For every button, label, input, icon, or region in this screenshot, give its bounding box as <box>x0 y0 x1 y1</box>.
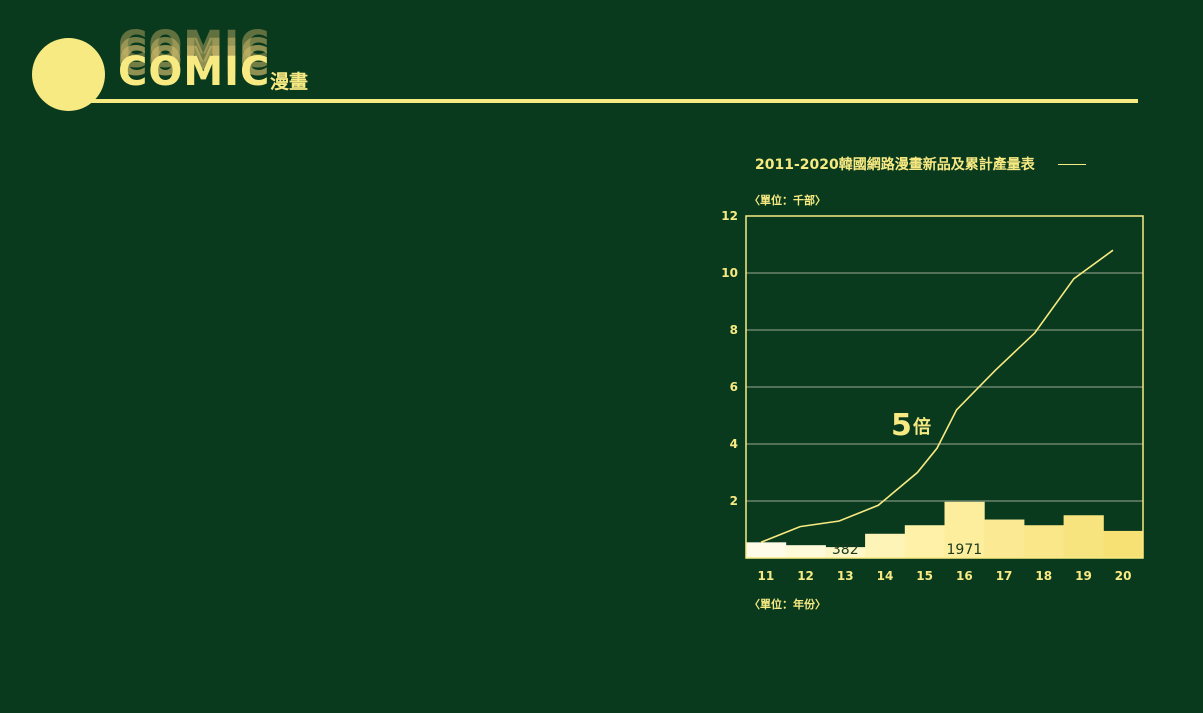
x-tick-label-20: 20 <box>1115 569 1132 583</box>
bar-label-16: 1971 <box>947 542 983 558</box>
x-tick-label-16: 16 <box>956 569 973 583</box>
x-tick-label-13: 13 <box>837 569 854 583</box>
x-tick-label-15: 15 <box>916 569 933 583</box>
bar-13 <box>825 547 866 558</box>
y-tick-label-8: 8 <box>730 323 738 337</box>
bar-15 <box>904 525 945 558</box>
plot-frame <box>745 215 1144 559</box>
y-tick-label-12: 12 <box>721 209 738 223</box>
bar-17 <box>984 519 1025 558</box>
x-tick-label-19: 19 <box>1075 569 1092 583</box>
bar-20 <box>1103 530 1144 558</box>
annotation-unit: 倍 <box>913 416 931 438</box>
x-tick-label-12: 12 <box>797 569 814 583</box>
y-unit-label: 〈單位：千部〉 <box>749 194 826 207</box>
bar-12 <box>785 545 826 558</box>
logo-text: COMIC <box>118 49 271 95</box>
bar-18 <box>1023 525 1065 558</box>
y-tick-label-6: 6 <box>730 380 738 394</box>
logo-echo-stack: COMIC COMIC COMIC <box>118 22 271 97</box>
y-tick-label-10: 10 <box>721 266 738 280</box>
annotation-number: 5 <box>891 408 912 443</box>
logo-echo-3: COMIC <box>118 39 271 85</box>
bar-14 <box>865 533 906 558</box>
logo-subtitle: 漫畫 <box>270 71 309 93</box>
header-rule <box>90 99 1138 103</box>
chart-title: 2011-2020韓國網路漫畫新品及累計產量表 <box>755 157 1035 173</box>
header-circle <box>32 38 105 111</box>
y-tick-label-4: 4 <box>730 437 738 451</box>
x-tick-label-11: 11 <box>757 569 774 583</box>
logo-echo-1: COMIC <box>118 23 271 69</box>
bar-19 <box>1063 515 1104 558</box>
logo-echo-2: COMIC <box>118 31 271 77</box>
x-tick-label-14: 14 <box>877 569 894 583</box>
y-tick-label-2: 2 <box>730 494 738 508</box>
x-tick-label-18: 18 <box>1035 569 1052 583</box>
title-dash <box>1058 164 1086 165</box>
bar-16 <box>944 501 985 558</box>
x-tick-label-17: 17 <box>996 569 1013 583</box>
bar-label-13: 382 <box>832 542 859 558</box>
x-unit-label: 〈單位：年份〉 <box>749 598 826 611</box>
bar-11 <box>746 542 787 558</box>
cumulative-line <box>760 249 1114 544</box>
